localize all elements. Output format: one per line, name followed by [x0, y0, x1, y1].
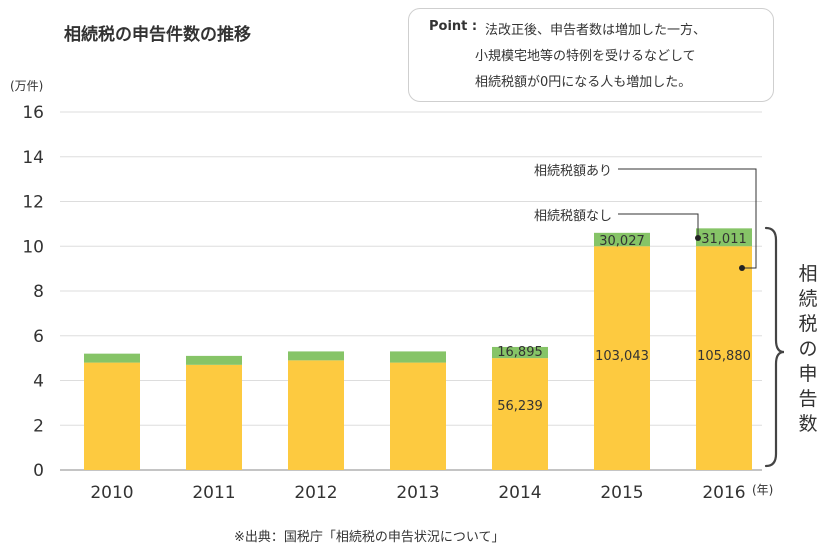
bar-segment-nashi: [390, 362, 446, 470]
x-tick-label: 2013: [396, 483, 439, 503]
source-note: ※出典：国税庁「相続税の申告状況について」: [234, 530, 505, 545]
data-label: 56,239: [497, 399, 543, 414]
y-tick-label: 12: [22, 193, 44, 213]
leader-line-ari: [618, 168, 757, 269]
data-label: 16,895: [497, 345, 543, 360]
y-tick-label: 14: [22, 148, 44, 168]
legend-ari-label: 相続税額あり: [534, 164, 612, 179]
point-line-1: 法改正後、申告者数は増加した一方、: [485, 23, 707, 38]
x-tick-label: 2010: [90, 483, 133, 503]
point-callout: Point : 法改正後、申告者数は増加した一方、 小規模宅地等の特例を受けるな…: [408, 8, 774, 102]
point-line-2: 小規模宅地等の特例を受けるなどして: [475, 49, 696, 64]
y-tick-label: 2: [33, 416, 44, 436]
bar-segment-ari: [594, 232, 650, 247]
y-tick-label: 4: [33, 372, 44, 392]
x-tick-label: 2012: [294, 483, 337, 503]
leader-dot-ari: [739, 265, 745, 271]
y-tick-label: 10: [22, 237, 44, 257]
x-tick-label: 2016: [702, 483, 745, 503]
data-label: 30,027: [599, 234, 645, 249]
chart-title: 相続税の申告件数の推移: [64, 25, 251, 45]
point-line-3: 相続税額が0円になる人も増加した。: [475, 75, 692, 90]
x-unit-label: (年): [752, 483, 773, 497]
bar-segment-ari: [84, 353, 140, 363]
bar-segment-nashi: [84, 362, 140, 470]
y-unit-label: (万件): [10, 79, 43, 93]
bar-segment-ari: [186, 355, 242, 365]
right-axis-label: 相続税の申告数: [798, 263, 818, 435]
data-label: 105,880: [697, 349, 751, 364]
curly-brace: [764, 226, 785, 468]
point-label: Point :: [429, 19, 478, 34]
y-tick-label: 8: [33, 282, 44, 302]
y-tick-label: 16: [22, 103, 44, 123]
x-tick-label: 2014: [498, 483, 541, 503]
legend-nashi-label: 相続税額なし: [534, 209, 612, 224]
leader-line-nashi: [618, 213, 699, 238]
y-tick-label: 0: [33, 461, 44, 481]
data-label: 103,043: [595, 349, 649, 364]
leader-dot-nashi: [695, 235, 701, 241]
bar-segment-ari: [390, 351, 446, 363]
x-tick-label: 2015: [600, 483, 643, 503]
bar-segment-ari: [288, 351, 344, 361]
bar-segment-nashi: [594, 246, 650, 470]
bar-segment-nashi: [186, 364, 242, 470]
bar-segment-nashi: [288, 360, 344, 470]
data-label: 31,011: [701, 232, 747, 247]
y-tick-label: 6: [33, 327, 44, 347]
bar-segment-ari: [492, 346, 548, 359]
bar-segment-ari: [696, 228, 752, 247]
bar-segment-nashi: [492, 358, 548, 470]
bar-segment-nashi: [696, 246, 752, 470]
x-tick-label: 2011: [192, 483, 235, 503]
